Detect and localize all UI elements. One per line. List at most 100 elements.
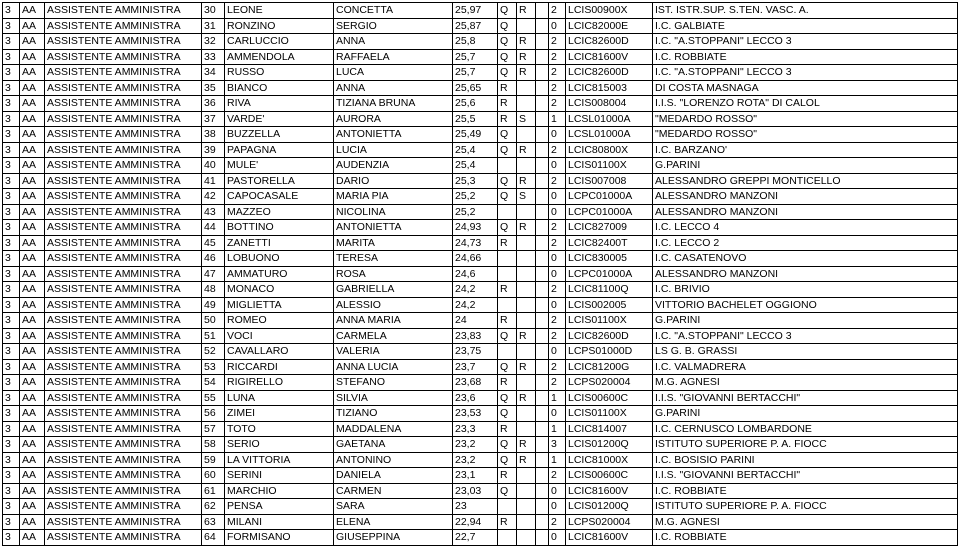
cell-col-4: RICCARDI xyxy=(225,359,334,375)
cell-col-5: ANNA LUCIA xyxy=(334,359,453,375)
cell-col-8: R xyxy=(517,359,536,375)
cell-col-0: 3 xyxy=(3,514,20,530)
cell-col-8: R xyxy=(517,65,536,81)
cell-col-10: 0 xyxy=(549,251,566,267)
cell-col-10: 2 xyxy=(549,220,566,236)
cell-col-5: ROSA xyxy=(334,266,453,282)
cell-col-7: Q xyxy=(498,483,517,499)
cell-col-2: ASSISTENTE AMMINISTRA xyxy=(45,96,202,112)
cell-col-8: R xyxy=(517,142,536,158)
cell-col-6: 23,2 xyxy=(453,452,498,468)
cell-col-2: ASSISTENTE AMMINISTRA xyxy=(45,452,202,468)
cell-col-11: LCPS01000D xyxy=(566,344,653,360)
cell-col-0: 3 xyxy=(3,421,20,437)
cell-col-4: MIGLIETTA xyxy=(225,297,334,313)
cell-col-1: AA xyxy=(20,514,45,530)
cell-col-6: 25,6 xyxy=(453,96,498,112)
cell-col-0: 3 xyxy=(3,49,20,65)
cell-col-1: AA xyxy=(20,49,45,65)
cell-col-3: 63 xyxy=(202,514,225,530)
cell-col-2: ASSISTENTE AMMINISTRA xyxy=(45,468,202,484)
cell-col-11: LCIS01200Q xyxy=(566,437,653,453)
cell-col-3: 59 xyxy=(202,452,225,468)
cell-col-8: R xyxy=(517,220,536,236)
cell-col-1: AA xyxy=(20,530,45,546)
cell-col-4: ROMEO xyxy=(225,313,334,329)
cell-col-11: LCIC81600V xyxy=(566,49,653,65)
cell-col-11: LCPS020004 xyxy=(566,375,653,391)
cell-col-8: S xyxy=(517,111,536,127)
cell-col-2: ASSISTENTE AMMINISTRA xyxy=(45,421,202,437)
cell-col-2: ASSISTENTE AMMINISTRA xyxy=(45,251,202,267)
cell-col-10: 0 xyxy=(549,483,566,499)
cell-col-2: ASSISTENTE AMMINISTRA xyxy=(45,173,202,189)
cell-col-9 xyxy=(536,421,549,437)
cell-col-0: 3 xyxy=(3,204,20,220)
table-row: 3AAASSISTENTE AMMINISTRA43MAZZEONICOLINA… xyxy=(3,204,958,220)
cell-col-1: AA xyxy=(20,204,45,220)
cell-col-12: I.C. VALMADRERA xyxy=(653,359,958,375)
cell-col-5: NICOLINA xyxy=(334,204,453,220)
cell-col-6: 24,73 xyxy=(453,235,498,251)
cell-col-10: 0 xyxy=(549,406,566,422)
cell-col-3: 46 xyxy=(202,251,225,267)
cell-col-7: R xyxy=(498,235,517,251)
cell-col-10: 2 xyxy=(549,282,566,298)
cell-col-6: 23,53 xyxy=(453,406,498,422)
cell-col-1: AA xyxy=(20,483,45,499)
cell-col-12: ALESSANDRO MANZONI xyxy=(653,204,958,220)
cell-col-1: AA xyxy=(20,96,45,112)
table-row: 3AAASSISTENTE AMMINISTRA36RIVATIZIANA BR… xyxy=(3,96,958,112)
cell-col-4: MONACO xyxy=(225,282,334,298)
cell-col-8 xyxy=(517,158,536,174)
cell-col-0: 3 xyxy=(3,406,20,422)
cell-col-5: MADDALENA xyxy=(334,421,453,437)
cell-col-4: TOTO xyxy=(225,421,334,437)
cell-col-9 xyxy=(536,282,549,298)
cell-col-3: 60 xyxy=(202,468,225,484)
cell-col-3: 43 xyxy=(202,204,225,220)
cell-col-2: ASSISTENTE AMMINISTRA xyxy=(45,127,202,143)
cell-col-3: 61 xyxy=(202,483,225,499)
cell-col-6: 23,68 xyxy=(453,375,498,391)
cell-col-12: M.G. AGNESI xyxy=(653,514,958,530)
cell-col-11: LCIC81600V xyxy=(566,530,653,546)
cell-col-6: 24 xyxy=(453,313,498,329)
cell-col-12: I.C. "A.STOPPANI" LECCO 3 xyxy=(653,34,958,50)
cell-col-10: 1 xyxy=(549,111,566,127)
cell-col-9 xyxy=(536,437,549,453)
cell-col-4: RIVA xyxy=(225,96,334,112)
cell-col-11: LCPC01000A xyxy=(566,189,653,205)
cell-col-2: ASSISTENTE AMMINISTRA xyxy=(45,375,202,391)
cell-col-5: TERESA xyxy=(334,251,453,267)
cell-col-7: R xyxy=(498,514,517,530)
cell-col-0: 3 xyxy=(3,499,20,515)
cell-col-6: 25,2 xyxy=(453,204,498,220)
cell-col-1: AA xyxy=(20,266,45,282)
cell-col-8: R xyxy=(517,3,536,19)
cell-col-12: I.I.S. "LORENZO ROTA" DI CALOL xyxy=(653,96,958,112)
cell-col-5: AURORA xyxy=(334,111,453,127)
cell-col-1: AA xyxy=(20,80,45,96)
table-row: 3AAASSISTENTE AMMINISTRA40MULE'AUDENZIA2… xyxy=(3,158,958,174)
cell-col-1: AA xyxy=(20,406,45,422)
cell-col-5: SERGIO xyxy=(334,18,453,34)
cell-col-8 xyxy=(517,235,536,251)
cell-col-3: 45 xyxy=(202,235,225,251)
cell-col-3: 42 xyxy=(202,189,225,205)
cell-col-11: LCIS00900X xyxy=(566,3,653,19)
cell-col-12: G.PARINI xyxy=(653,158,958,174)
cell-col-8 xyxy=(517,297,536,313)
cell-col-12: ALESSANDRO GREPPI MONTICELLO xyxy=(653,173,958,189)
cell-col-1: AA xyxy=(20,3,45,19)
cell-col-12: G.PARINI xyxy=(653,406,958,422)
cell-col-9 xyxy=(536,3,549,19)
cell-col-8: R xyxy=(517,437,536,453)
cell-col-0: 3 xyxy=(3,483,20,499)
cell-col-10: 2 xyxy=(549,235,566,251)
cell-col-1: AA xyxy=(20,142,45,158)
cell-col-1: AA xyxy=(20,390,45,406)
cell-col-9 xyxy=(536,189,549,205)
cell-col-8 xyxy=(517,96,536,112)
table-row: 3AAASSISTENTE AMMINISTRA57TOTOMADDALENA2… xyxy=(3,421,958,437)
